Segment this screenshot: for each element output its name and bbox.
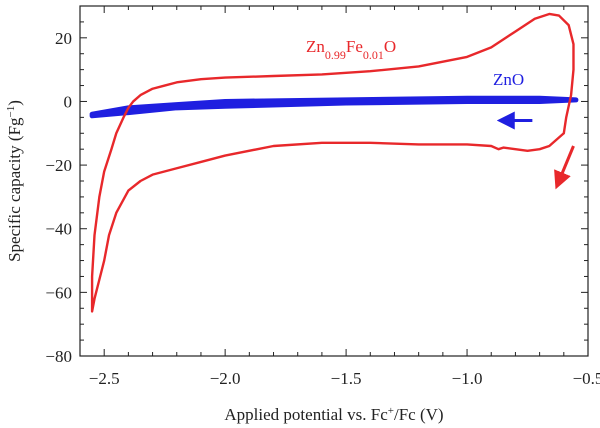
x-axis: −2.5 −2.0 −1.5 −1.0 −0.5 <box>79 6 600 388</box>
y-tick-label: −40 <box>45 220 72 239</box>
red-arrow <box>554 145 575 190</box>
y-tick-label: 0 <box>64 92 73 111</box>
series-label-zn-fe-o: Zn0.99Fe0.01O <box>306 37 396 62</box>
x-tick-label: −1.0 <box>452 369 483 388</box>
series-layer <box>89 12 579 313</box>
x-tick-label: −2.5 <box>89 369 120 388</box>
y-tick-label: −60 <box>45 283 72 302</box>
x-axis-title: Applied potential vs. Fc+/Fc (V) <box>224 405 443 424</box>
series-label-zno: ZnO <box>493 70 524 89</box>
y-tick-label: −20 <box>45 156 72 175</box>
x-tick-label: −1.5 <box>331 369 362 388</box>
y-tick-label: 20 <box>55 29 72 48</box>
y-tick-label: −80 <box>45 347 72 366</box>
series-line-zno <box>89 95 579 119</box>
y-axis-title: Specific capacity (Fg−1) <box>5 100 24 262</box>
x-tick-label: −2.0 <box>210 369 241 388</box>
annotation-layer <box>496 111 575 190</box>
y-axis: −80 −60 −40 −20 0 20 <box>45 5 588 366</box>
x-tick-label: −0.5 <box>573 369 600 388</box>
series-line-zn-fe-o <box>90 12 575 313</box>
